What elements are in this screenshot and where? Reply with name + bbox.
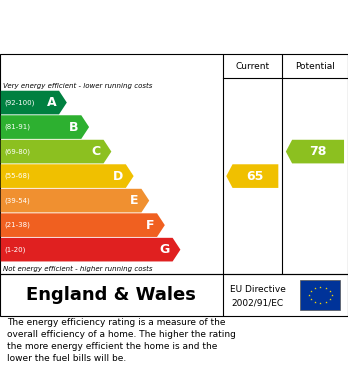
Text: England & Wales: England & Wales	[26, 286, 196, 304]
Text: Energy Efficiency Rating: Energy Efficiency Rating	[63, 20, 285, 34]
Text: Potential: Potential	[295, 62, 335, 71]
Text: C: C	[92, 145, 101, 158]
Polygon shape	[226, 164, 278, 188]
Polygon shape	[1, 140, 111, 163]
Polygon shape	[1, 213, 165, 237]
Text: (69-80): (69-80)	[4, 148, 30, 155]
Text: (92-100): (92-100)	[4, 99, 34, 106]
Polygon shape	[286, 140, 344, 163]
Text: D: D	[113, 170, 123, 183]
Polygon shape	[1, 189, 149, 212]
Bar	[300, 280, 340, 310]
Text: The energy efficiency rating is a measure of the
overall efficiency of a home. T: The energy efficiency rating is a measur…	[7, 318, 236, 362]
Text: A: A	[47, 96, 56, 109]
Polygon shape	[1, 115, 89, 139]
Text: (39-54): (39-54)	[4, 197, 30, 204]
Text: Current: Current	[235, 62, 269, 71]
Polygon shape	[1, 164, 134, 188]
Text: (1-20): (1-20)	[4, 246, 25, 253]
Text: G: G	[160, 243, 170, 256]
Text: Not energy efficient - higher running costs: Not energy efficient - higher running co…	[3, 266, 153, 272]
Text: 78: 78	[309, 145, 326, 158]
Text: 2002/91/EC: 2002/91/EC	[232, 299, 284, 308]
Text: F: F	[146, 219, 154, 231]
Polygon shape	[1, 238, 180, 262]
Text: (81-91): (81-91)	[4, 124, 30, 130]
Text: EU Directive: EU Directive	[230, 285, 286, 294]
Text: (21-38): (21-38)	[4, 222, 30, 228]
Text: 65: 65	[246, 170, 263, 183]
Text: (55-68): (55-68)	[4, 173, 30, 179]
Text: B: B	[69, 120, 79, 134]
Text: Very energy efficient - lower running costs: Very energy efficient - lower running co…	[3, 83, 153, 89]
Polygon shape	[1, 91, 67, 115]
Text: E: E	[130, 194, 139, 207]
